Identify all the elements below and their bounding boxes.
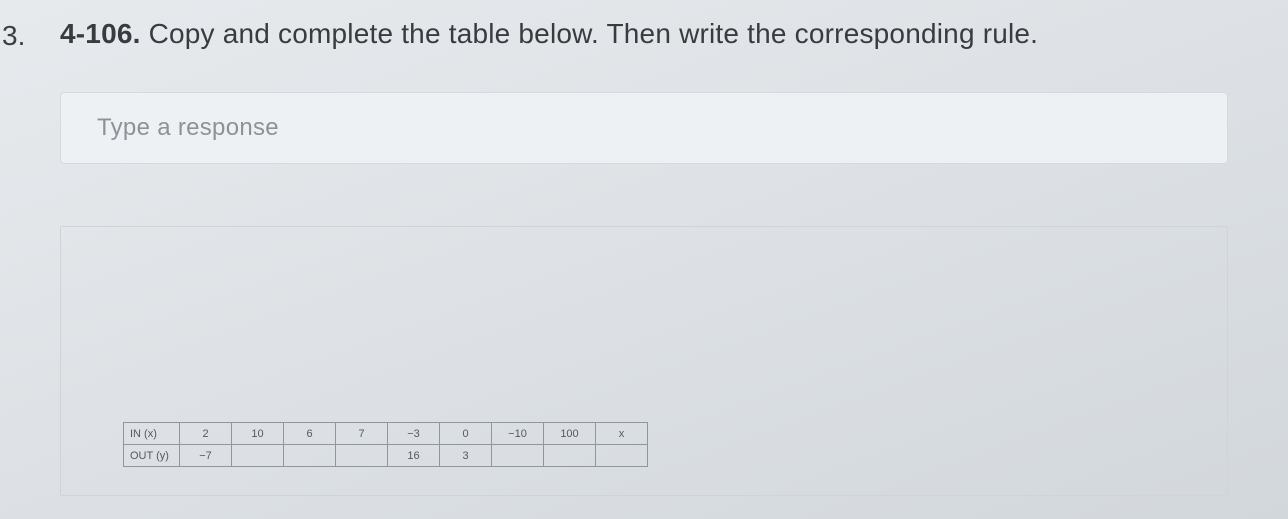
response-input[interactable]: Type a response — [60, 92, 1228, 164]
out-cell — [284, 445, 336, 467]
question-number: 3. — [0, 18, 60, 52]
out-cell — [596, 445, 648, 467]
table-row-out: OUT (y) −7 16 3 — [124, 445, 648, 467]
in-cell: 6 — [284, 423, 336, 445]
question-label: 4-106. — [60, 18, 141, 49]
out-cell — [492, 445, 544, 467]
question-text: 4-106. Copy and complete the table below… — [60, 18, 1038, 50]
out-row-header: OUT (y) — [124, 445, 180, 467]
in-row-header: IN (x) — [124, 423, 180, 445]
in-cell: 0 — [440, 423, 492, 445]
table-row-in: IN (x) 2 10 6 7 −3 0 −10 100 x — [124, 423, 648, 445]
io-table: IN (x) 2 10 6 7 −3 0 −10 100 x OUT (y) −… — [123, 422, 648, 467]
in-cell: −10 — [492, 423, 544, 445]
in-cell: 7 — [336, 423, 388, 445]
in-cell: 100 — [544, 423, 596, 445]
out-cell: 16 — [388, 445, 440, 467]
in-cell: 10 — [232, 423, 284, 445]
out-cell — [544, 445, 596, 467]
in-cell: −3 — [388, 423, 440, 445]
question-body: Copy and complete the table below. Then … — [141, 18, 1039, 49]
in-cell: 2 — [180, 423, 232, 445]
figure-panel: IN (x) 2 10 6 7 −3 0 −10 100 x OUT (y) −… — [60, 226, 1228, 496]
out-cell: −7 — [180, 445, 232, 467]
question-row: 3. 4-106. Copy and complete the table be… — [0, 18, 1288, 52]
in-cell: x — [596, 423, 648, 445]
out-cell: 3 — [440, 445, 492, 467]
response-placeholder: Type a response — [97, 114, 279, 142]
out-cell — [232, 445, 284, 467]
out-cell — [336, 445, 388, 467]
